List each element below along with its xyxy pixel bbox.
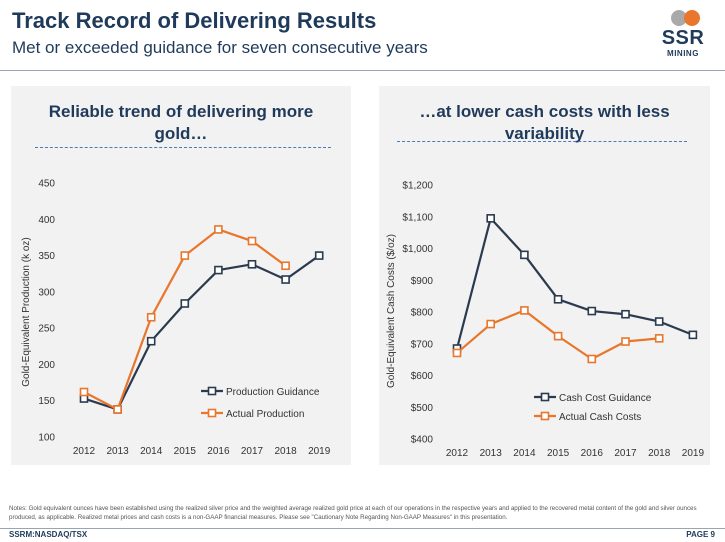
cash-cost-data-point	[452, 348, 462, 358]
footer-divider	[0, 528, 725, 529]
production-x-tick-label: 2018	[274, 446, 297, 457]
production-chart: 100 150 200 250 300 350 400 450 2012 2013 2014 2015…	[21, 179, 331, 458]
production-data-point	[281, 261, 290, 271]
production-y-tick-label: 150	[38, 396, 55, 407]
production-data-point	[146, 312, 156, 322]
logo-orange-circle	[684, 10, 700, 26]
cash-cost-y-tick-label: $1,200	[402, 181, 433, 192]
production-x-tick-label: 2013	[106, 446, 129, 457]
production-x-tick-label: 2019	[308, 446, 331, 457]
cash-cost-x-tick-label: 2016	[581, 448, 604, 459]
slide-subtitle: Met or exceeded guidance for seven conse…	[12, 38, 428, 57]
cash-cost-data-point	[621, 309, 630, 319]
production-chart-title-line-2: gold…	[154, 124, 208, 143]
company-logo: SSR MINING	[651, 8, 715, 64]
production-x-tick-label: 2012	[73, 446, 96, 457]
production-data-point	[79, 387, 89, 397]
production-y-tick-label: 200	[38, 360, 55, 371]
production-legend-label: Production Guidance	[226, 387, 320, 398]
cash-cost-y-axis-label: Gold-Equivalent Cash Costs ($/oz)	[386, 234, 397, 388]
cash-cost-chart-title-line-1: …at lower cash costs with less	[419, 102, 670, 121]
production-chart-title-line-1: Reliable trend of delivering more	[48, 102, 314, 121]
cash-cost-chart-panel: …at lower cash costs with less variabili…	[379, 86, 710, 465]
cash-cost-legend-marker	[540, 411, 550, 421]
production-legend-label: Actual Production	[226, 409, 304, 420]
production-y-axis-label: Gold-Equivalent Production (k oz)	[21, 237, 32, 387]
production-legend-marker	[207, 408, 217, 418]
cash-cost-x-tick-label: 2019	[682, 448, 705, 459]
cash-cost-data-point	[654, 317, 664, 326]
cash-cost-data-point	[520, 250, 529, 260]
cash-cost-title-underline	[397, 141, 687, 142]
cash-cost-x-tick-label: 2018	[648, 448, 671, 459]
production-data-point	[281, 275, 290, 284]
production-x-tick-label: 2016	[207, 446, 230, 457]
production-data-point	[146, 336, 156, 346]
cash-cost-legend-marker	[540, 392, 550, 402]
production-data-point	[113, 405, 122, 414]
cash-cost-y-tick-label: $1,000	[402, 244, 433, 255]
cash-cost-data-point	[654, 334, 664, 343]
production-y-tick-label: 450	[38, 179, 55, 190]
cash-cost-legend-label: Actual Cash Costs	[559, 412, 641, 423]
production-y-tick-label: 300	[38, 287, 55, 298]
cash-cost-data-point	[486, 214, 495, 223]
cash-cost-data-point	[587, 306, 597, 316]
production-chart-panel: Reliable trend of delivering more gold… …	[11, 86, 351, 465]
production-data-point	[180, 299, 190, 308]
logo-wordmark: SSR	[661, 27, 705, 49]
production-x-tick-label: 2015	[174, 446, 197, 457]
header-divider	[0, 70, 725, 71]
cash-cost-chart-title-line-2: variability	[504, 124, 585, 143]
production-data-point	[214, 225, 223, 234]
production-data-point	[247, 236, 257, 246]
cash-cost-data-point	[553, 331, 563, 341]
cash-cost-y-tick-label: $700	[411, 339, 434, 350]
slide-title: Track Record of Delivering Results	[12, 8, 377, 33]
production-title-underline	[35, 147, 331, 148]
cash-cost-y-tick-label: $400	[411, 435, 434, 446]
cash-cost-data-point	[553, 295, 563, 304]
logo-grey-circle	[671, 10, 687, 26]
production-x-tick-label: 2017	[241, 446, 264, 457]
cash-cost-y-tick-label: $500	[411, 403, 434, 414]
production-series-line	[83, 254, 320, 411]
cash-cost-series-line	[455, 217, 694, 349]
production-y-tick-label: 100	[38, 433, 55, 444]
cash-cost-x-tick-label: 2013	[480, 448, 503, 459]
cash-cost-y-tick-label: $900	[411, 276, 434, 287]
production-y-tick-label: 350	[38, 251, 55, 262]
cash-cost-x-tick-label: 2014	[513, 448, 536, 459]
production-data-point	[314, 251, 324, 260]
cash-cost-y-tick-label: $600	[411, 371, 434, 382]
cash-cost-y-tick-label: $800	[411, 308, 434, 319]
footer-page-number: PAGE 9	[686, 530, 715, 539]
logo-subtext: MINING	[667, 49, 699, 58]
cash-cost-x-tick-label: 2017	[614, 448, 637, 459]
cash-cost-legend-label: Cash Cost Guidance	[559, 393, 652, 404]
footnote: Notes: Gold equivalent ounces have been …	[9, 505, 697, 521]
production-data-point	[247, 259, 257, 269]
cash-cost-data-point	[520, 306, 529, 315]
production-data-point	[214, 265, 223, 275]
cash-cost-x-tick-label: 2015	[547, 448, 570, 459]
production-x-tick-label: 2014	[140, 446, 163, 457]
production-y-tick-label: 400	[38, 215, 55, 226]
cash-cost-data-point	[621, 337, 630, 346]
cash-cost-data-point	[587, 354, 597, 364]
cash-cost-y-tick-label: $1,100	[402, 212, 433, 223]
footer-ticker: SSRM:NASDAQ/TSX	[9, 530, 88, 539]
cash-cost-data-point	[688, 330, 698, 340]
production-y-tick-label: 250	[38, 324, 55, 335]
production-data-point	[180, 251, 190, 260]
cash-cost-x-tick-label: 2012	[446, 448, 469, 459]
production-legend-marker	[207, 386, 217, 396]
cash-cost-chart: $400 $500 $600 $700 $800 $900 $1,000 $1,100 $1,2…	[386, 181, 705, 460]
cash-cost-data-point	[486, 319, 495, 329]
